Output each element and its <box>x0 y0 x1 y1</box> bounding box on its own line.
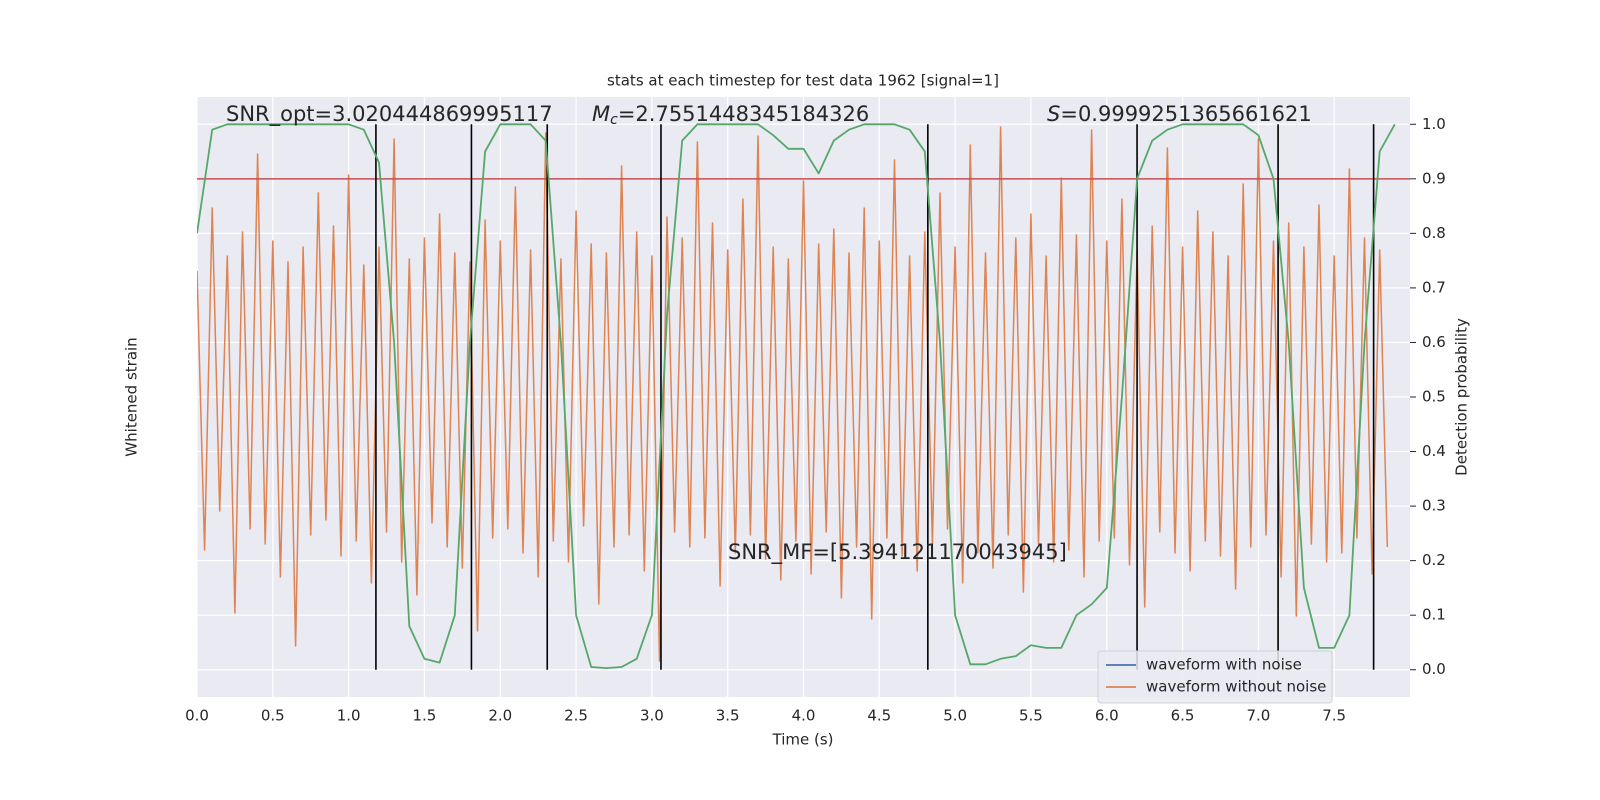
y2-tick-label: 0.0 <box>1422 660 1446 678</box>
annotation: Mc=2.7551448345184326 <box>592 102 869 128</box>
x-tick-label: 7.0 <box>1246 707 1270 725</box>
x-tick-label: 2.5 <box>564 707 588 725</box>
legend-box <box>1097 650 1333 704</box>
chart-title: stats at each timestep for test data 196… <box>607 72 999 90</box>
x-tick-label: 0.5 <box>261 707 285 725</box>
legend-label: waveform with noise <box>1146 656 1302 674</box>
x-tick-label: 4.0 <box>792 707 816 725</box>
y2-tick-label: 0.5 <box>1422 388 1446 406</box>
x-tick-label: 3.0 <box>640 707 664 725</box>
y2-tick-label: 0.6 <box>1422 333 1446 351</box>
probability-line <box>197 123 1396 669</box>
y2-axis-label: Detection probability <box>1453 318 1471 476</box>
y2-tick-label: 0.1 <box>1422 606 1446 624</box>
x-tick-label: 7.5 <box>1322 707 1346 725</box>
x-tick-label: 5.0 <box>943 707 967 725</box>
x-tick-label: 2.0 <box>488 707 512 725</box>
y2-tick-label: 0.7 <box>1422 278 1446 296</box>
annotation-subscript: c <box>610 112 618 128</box>
y2-tick-label: 0.3 <box>1422 497 1446 515</box>
y2-tick-label: 0.8 <box>1422 224 1446 242</box>
x-tick-label: 1.0 <box>337 707 361 725</box>
y2-tick-label: 0.9 <box>1422 169 1446 187</box>
y2-tick-label: 1.0 <box>1422 115 1446 133</box>
x-tick-label: 5.5 <box>1019 707 1043 725</box>
annotation-text: =0.9999251365661621 <box>1060 102 1311 126</box>
x-tick-label: 0.0 <box>185 707 209 725</box>
annotation: SNR_MF=[5.394121170043945] <box>728 540 1067 565</box>
x-tick-label: 6.0 <box>1095 707 1119 725</box>
legend-label: waveform without noise <box>1146 678 1326 696</box>
x-tick-label: 4.5 <box>867 707 891 725</box>
x-tick-label: 3.5 <box>716 707 740 725</box>
annotation: SNR_opt=3.020444869995117 <box>226 102 553 127</box>
y-axis-label: Whitened strain <box>123 337 141 456</box>
annotation: S=0.9999251365661621 <box>1047 102 1312 126</box>
annotation-symbol: S <box>1047 102 1060 126</box>
annotation-text: =2.7551448345184326 <box>618 102 869 126</box>
strain-line <box>197 126 1389 662</box>
y2-tick-label: 0.2 <box>1422 551 1446 569</box>
x-tick-label: 1.5 <box>413 707 437 725</box>
annotation-symbol: M <box>592 102 610 126</box>
x-tick-label: 6.5 <box>1171 707 1195 725</box>
x-axis-label: Time (s) <box>772 731 834 749</box>
y2-tick-label: 0.4 <box>1422 442 1446 460</box>
